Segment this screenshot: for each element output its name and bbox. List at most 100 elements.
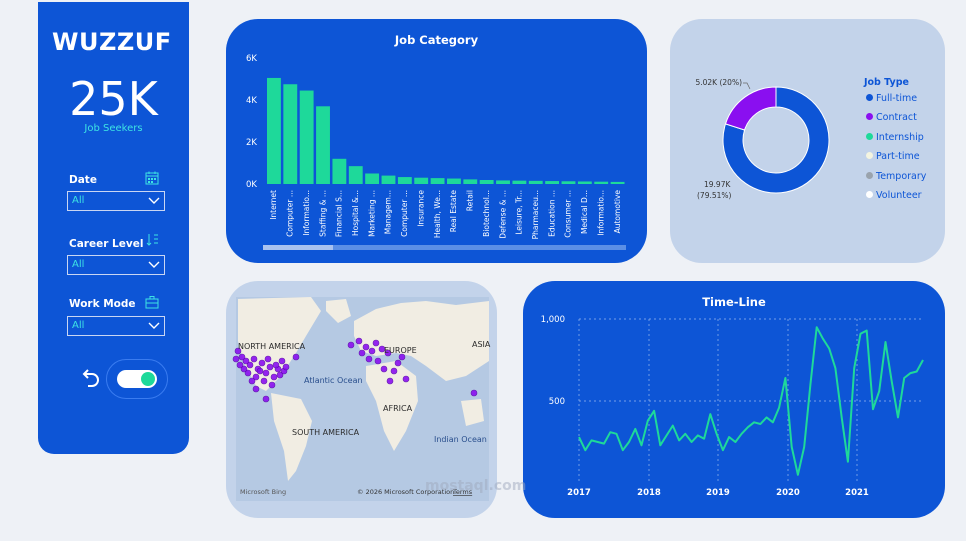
map-marker[interactable] [384,349,392,357]
map-marker[interactable] [380,365,388,373]
legend-label: Internship [876,131,924,143]
bar[interactable] [267,77,281,184]
bar[interactable] [381,175,396,184]
map-marker[interactable] [276,371,284,379]
map-marker[interactable] [362,343,370,351]
map-marker[interactable] [282,363,290,371]
bar-xtick: Computer ... [286,190,295,237]
map-marker[interactable] [252,385,260,393]
job-category-bars: 6K 4K 2K 0K Internet Computer ... Informatio..… [246,54,626,250]
map-marker[interactable] [374,357,382,365]
bar[interactable] [348,166,363,184]
bar[interactable] [479,180,494,184]
map-marker[interactable] [238,353,246,361]
map-marker[interactable] [266,363,274,371]
map-marker[interactable] [268,381,276,389]
map-marker[interactable] [258,359,266,367]
map-marker[interactable] [386,377,394,385]
map-terms-link[interactable]: Terms [452,488,473,496]
bar[interactable] [545,181,560,184]
bar[interactable] [316,106,330,184]
bar-xtick: Automotive [613,190,622,234]
bar[interactable] [332,158,347,184]
legend-label: Temporary [876,170,927,182]
bar[interactable] [283,84,298,184]
timeline-series-line[interactable] [578,326,924,476]
bar[interactable] [512,180,527,184]
map-marker[interactable] [355,337,363,345]
kpi-label: Job Seekers [84,123,143,134]
map-marker[interactable] [278,357,286,365]
legend-item[interactable]: Contract [866,112,917,123]
map-marker[interactable] [252,373,260,381]
bar-xtick: Marketing ... [367,190,376,237]
map-marker[interactable] [398,353,406,361]
map-marker[interactable] [347,341,355,349]
bar[interactable] [414,177,429,184]
map-marker[interactable] [470,389,478,397]
bar[interactable] [577,181,592,184]
bar[interactable] [496,180,510,184]
bar-xtick: Informatio... [302,190,311,236]
date-dropdown[interactable]: All [67,191,165,211]
map-marker[interactable] [365,355,373,363]
bar[interactable] [561,181,576,184]
legend-dot [866,132,873,140]
map-marker[interactable] [292,353,300,361]
map-marker[interactable] [272,361,280,369]
map-marker[interactable] [262,369,270,377]
bar[interactable] [365,173,380,185]
bar[interactable] [447,178,461,184]
bar[interactable] [594,181,609,184]
date-dropdown-value: All [72,195,85,206]
map-marker[interactable] [264,355,272,363]
map-marker[interactable] [234,347,242,355]
bar[interactable] [528,180,543,184]
line-xtick: 2020 [776,488,800,498]
donut-slice[interactable] [724,86,777,131]
map-marker[interactable] [390,367,398,375]
view-toggle[interactable] [117,370,157,388]
bar[interactable] [610,181,625,184]
map-marker[interactable] [256,367,264,375]
map-marker[interactable] [232,355,240,363]
map-marker[interactable] [262,395,270,403]
map-marker[interactable] [250,355,258,363]
legend-item[interactable]: Temporary [866,171,926,182]
bar-scrollbar-track[interactable] [263,245,626,250]
legend-item[interactable]: Part-time [866,151,920,162]
map-label-asia: ASIA [472,340,491,349]
legend-item[interactable]: Volunteer [866,190,922,201]
map-marker[interactable] [260,377,268,385]
map-marker[interactable] [270,373,278,381]
map-marker[interactable] [402,375,410,383]
career-level-dropdown[interactable]: All [67,255,165,275]
legend-label: Volunteer [876,190,922,201]
bar-scrollbar-thumb[interactable] [263,245,333,250]
map-marker[interactable] [372,339,380,347]
bar[interactable] [397,177,412,184]
map-marker[interactable] [244,369,252,377]
bar[interactable] [430,178,445,184]
world-map[interactable]: NORTH AMERICA EUROPE ASIA Atlantic Ocean… [226,281,497,518]
back-arrow-icon[interactable] [79,366,101,388]
bar-ytick: 4K [246,96,257,106]
map-marker[interactable] [368,347,376,355]
map-marker[interactable] [358,349,366,357]
legend-item[interactable]: Internship [866,132,924,143]
map-marker[interactable] [240,365,248,373]
map-marker[interactable] [246,361,254,369]
legend-item[interactable]: Full-time [866,93,917,104]
map-marker[interactable] [242,357,250,365]
map-marker[interactable] [378,345,386,353]
map-marker[interactable] [236,361,244,369]
bar[interactable] [299,90,314,184]
map-marker[interactable] [394,359,402,367]
map-marker[interactable] [248,377,256,385]
bar-xtick: Defense & ... [498,190,507,239]
donut-slice[interactable] [722,86,830,194]
bar[interactable] [463,179,478,184]
legend-label: Full-time [876,93,918,104]
work-mode-dropdown[interactable]: All [67,316,165,336]
bar-xtick: Medical D... [580,190,589,234]
